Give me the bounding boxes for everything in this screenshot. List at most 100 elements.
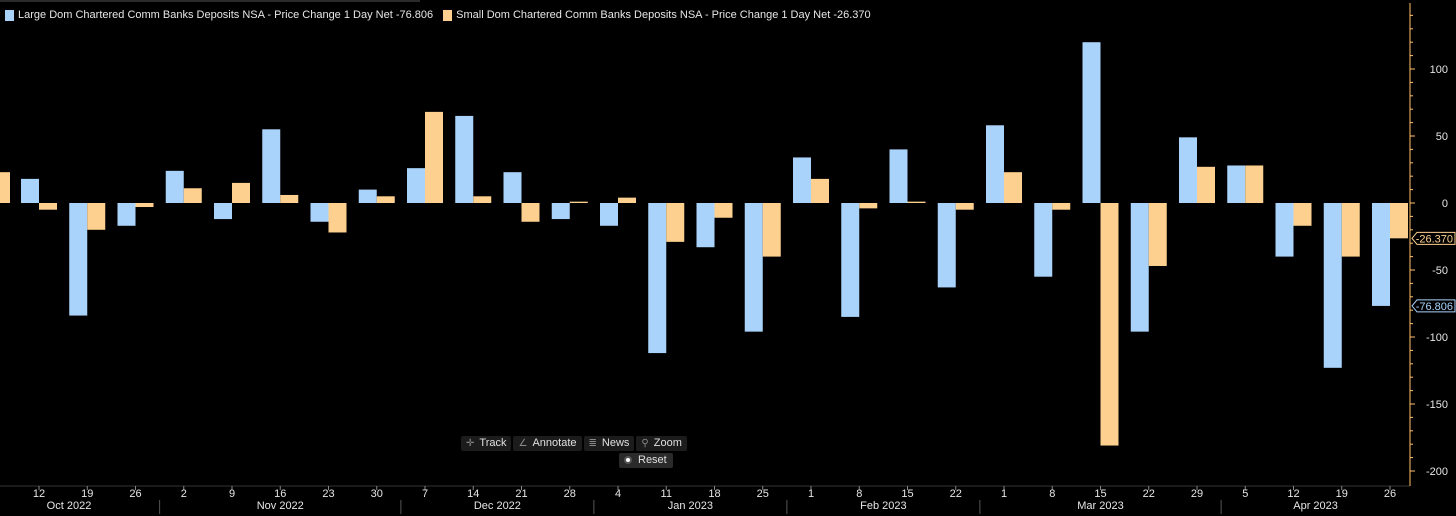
bar-large bbox=[1372, 203, 1390, 306]
x-tick-label: 26 bbox=[1384, 488, 1396, 500]
zoom-button[interactable]: ⚲ Zoom bbox=[636, 436, 687, 451]
bar-small bbox=[1245, 165, 1264, 203]
legend-swatch-small bbox=[443, 9, 453, 21]
last-value-tag bbox=[1411, 231, 1456, 245]
y-tick-label: -100 bbox=[1426, 332, 1448, 344]
bar-small bbox=[87, 203, 106, 230]
bar-large bbox=[600, 203, 618, 226]
reset-label: Reset bbox=[638, 454, 667, 466]
bar-small bbox=[618, 197, 636, 203]
bar-small bbox=[1052, 203, 1071, 210]
bar-small bbox=[1197, 166, 1215, 203]
x-tick-label: 2 bbox=[181, 488, 187, 500]
bar-small bbox=[232, 182, 250, 203]
news-label: News bbox=[601, 437, 630, 449]
legend-item-large[interactable]: Large Dom Chartered Comm Banks Deposits … bbox=[5, 9, 433, 21]
month-label: Feb 2023 bbox=[860, 500, 906, 512]
y-tick-label: -50 bbox=[1432, 265, 1448, 277]
bar-large bbox=[1130, 203, 1149, 332]
month-label: Nov 2022 bbox=[257, 500, 304, 512]
y-tick-label: 50 bbox=[1436, 131, 1448, 143]
bar-small bbox=[280, 194, 299, 203]
bar-small-partial bbox=[0, 172, 10, 203]
bar-small bbox=[714, 203, 733, 218]
bar-small bbox=[1390, 203, 1408, 239]
legend-swatch-large bbox=[5, 9, 14, 21]
bar-small bbox=[1100, 203, 1119, 446]
x-tick-label: 5 bbox=[1242, 488, 1248, 500]
reset-icon bbox=[624, 456, 632, 464]
bar-small bbox=[39, 203, 57, 210]
magnifier-icon: ⚲ bbox=[641, 437, 649, 449]
bar-small bbox=[1004, 172, 1022, 203]
annotate-button[interactable]: ∠ Annotate bbox=[513, 436, 582, 451]
last-value-tag bbox=[1411, 299, 1456, 313]
bar-large bbox=[1179, 137, 1197, 203]
x-tick-label: 21 bbox=[515, 488, 527, 500]
month-label: Dec 2022 bbox=[474, 500, 521, 512]
x-tick-label: 15 bbox=[901, 488, 913, 500]
x-tick-label: 14 bbox=[467, 488, 479, 500]
x-tick-label: 16 bbox=[274, 488, 286, 500]
bar-large bbox=[407, 168, 425, 203]
chart-legend: Large Dom Chartered Comm Banks Deposits … bbox=[5, 9, 871, 21]
reset-button[interactable]: Reset bbox=[619, 453, 673, 468]
bar-large bbox=[986, 125, 1004, 203]
x-tick-label: 8 bbox=[856, 488, 862, 500]
track-button[interactable]: ✛ Track bbox=[461, 436, 512, 451]
news-icon: ≣ bbox=[588, 437, 597, 449]
x-tick-label: 4 bbox=[615, 488, 621, 500]
bar-small bbox=[425, 111, 443, 203]
bar-large bbox=[165, 170, 184, 203]
last-value-label: -76.806 bbox=[1416, 301, 1453, 313]
zoom-label: Zoom bbox=[653, 437, 682, 449]
bar-large bbox=[1082, 42, 1101, 204]
x-tick-label: 30 bbox=[371, 488, 383, 500]
x-tick-label: 8 bbox=[1049, 488, 1055, 500]
bar-large bbox=[889, 149, 908, 203]
bar-small bbox=[521, 203, 540, 222]
annotate-label: Annotate bbox=[532, 437, 577, 449]
bar-large bbox=[117, 203, 136, 226]
x-tick-label: 1 bbox=[808, 488, 814, 500]
legend-label-small: Small Dom Chartered Comm Banks Deposits … bbox=[456, 9, 871, 21]
bar-large bbox=[744, 203, 763, 332]
bar-large bbox=[648, 203, 667, 354]
bar-large bbox=[503, 172, 522, 203]
bar-small bbox=[859, 203, 878, 209]
bar-small bbox=[1341, 203, 1360, 257]
bar-large bbox=[69, 203, 88, 316]
month-label: Mar 2023 bbox=[1077, 500, 1123, 512]
y-tick-label: -200 bbox=[1426, 466, 1448, 478]
news-button[interactable]: ≣ News bbox=[583, 436, 635, 451]
bar-large bbox=[937, 203, 956, 288]
x-tick-label: 15 bbox=[1094, 488, 1106, 500]
bar-small bbox=[907, 201, 926, 203]
bar-large bbox=[262, 129, 281, 203]
bar-large bbox=[696, 203, 715, 248]
bar-large bbox=[1227, 165, 1246, 203]
bar-large bbox=[1034, 203, 1053, 277]
bar-small bbox=[1293, 203, 1312, 226]
x-tick-label: 26 bbox=[129, 488, 141, 500]
month-label: Apr 2023 bbox=[1293, 500, 1338, 512]
x-tick-label: 19 bbox=[1336, 488, 1348, 500]
x-tick-label: 12 bbox=[33, 488, 45, 500]
x-tick-label: 25 bbox=[757, 488, 769, 500]
bar-small bbox=[135, 203, 154, 208]
y-tick-label: 0 bbox=[1442, 198, 1448, 210]
crosshair-icon: ✛ bbox=[466, 437, 475, 449]
legend-label-large: Large Dom Chartered Comm Banks Deposits … bbox=[18, 9, 434, 21]
bar-large bbox=[358, 189, 377, 203]
y-tick-label: 100 bbox=[1430, 64, 1448, 76]
bar-small bbox=[328, 203, 347, 233]
bar-large bbox=[841, 203, 860, 317]
bar-large bbox=[551, 203, 570, 220]
legend-item-small[interactable]: Small Dom Chartered Comm Banks Deposits … bbox=[443, 9, 871, 21]
x-tick-label: 22 bbox=[950, 488, 962, 500]
y-tick-label: -150 bbox=[1426, 399, 1448, 411]
bar-small bbox=[811, 178, 829, 203]
x-tick-label: 9 bbox=[229, 488, 235, 500]
bar-small bbox=[569, 201, 588, 203]
bar-large bbox=[793, 157, 811, 203]
